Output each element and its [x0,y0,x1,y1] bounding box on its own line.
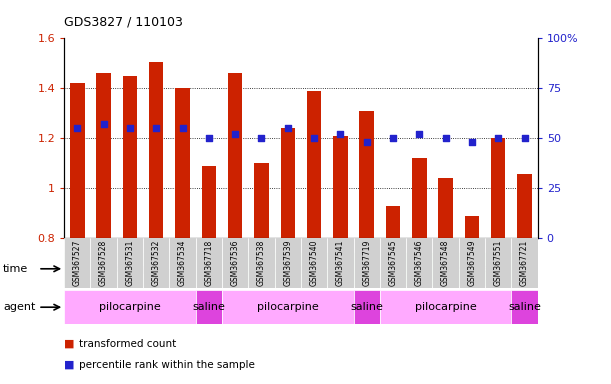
Point [441,135,450,141]
Text: GSM367548: GSM367548 [441,240,450,286]
Bar [465,215,479,238]
Text: 3 days post-SE: 3 days post-SE [102,264,185,274]
Bar [64,290,196,324]
Bar [359,111,374,238]
Bar [327,238,354,288]
Text: saline: saline [508,302,541,312]
Bar [64,238,90,288]
Text: ■: ■ [64,339,75,349]
Bar [117,238,143,288]
Bar [301,238,327,288]
Bar [222,252,380,286]
Point [467,139,477,145]
Point [388,135,398,141]
Text: percentile rank within the sample: percentile rank within the sample [79,360,255,370]
Text: saline: saline [192,302,225,312]
Bar [380,238,406,288]
Bar [274,238,301,288]
Point [125,125,135,131]
Bar [202,166,216,238]
Bar [485,238,511,288]
Point [204,135,214,141]
Text: GSM367536: GSM367536 [230,240,240,286]
Text: GSM367545: GSM367545 [389,240,398,286]
Point [73,125,82,131]
Bar [459,238,485,288]
Bar [433,238,459,288]
Bar [380,252,538,286]
Bar [518,174,532,238]
Bar [354,238,380,288]
Text: ■: ■ [64,360,75,370]
Bar [123,76,137,238]
Bar [491,138,505,238]
Bar [90,238,117,288]
Text: GSM367538: GSM367538 [257,240,266,286]
Bar [380,290,511,324]
Text: GSM367546: GSM367546 [415,240,424,286]
Bar [64,252,222,286]
Point [178,125,188,131]
Text: saline: saline [350,302,383,312]
Point [283,125,293,131]
Point [362,139,371,145]
Bar [307,91,321,238]
Text: GSM367541: GSM367541 [336,240,345,286]
Text: GSM367527: GSM367527 [73,240,82,286]
Text: pilocarpine: pilocarpine [415,302,477,312]
Text: time: time [3,264,28,274]
Point [257,135,266,141]
Bar [222,238,248,288]
Bar [196,290,222,324]
Point [414,131,424,137]
Point [152,125,161,131]
Bar [97,73,111,238]
Point [230,131,240,137]
Text: pilocarpine: pilocarpine [257,302,319,312]
Point [309,135,319,141]
Bar [169,238,196,288]
Text: GSM367718: GSM367718 [204,240,213,286]
Text: 7 days post-SE: 7 days post-SE [260,264,342,274]
Bar [438,178,453,238]
Text: GSM367532: GSM367532 [152,240,161,286]
Point [519,135,529,141]
Bar [333,136,348,238]
Bar [143,238,169,288]
Bar [412,158,426,238]
Text: GSM367531: GSM367531 [125,240,134,286]
Bar [228,73,243,238]
Text: agent: agent [3,302,35,312]
Text: GSM367719: GSM367719 [362,240,371,286]
Point [335,131,345,137]
Text: GSM367549: GSM367549 [467,240,477,286]
Bar [511,238,538,288]
Text: GSM367551: GSM367551 [494,240,503,286]
Bar [254,163,269,238]
Bar [175,88,190,238]
Text: GSM367528: GSM367528 [99,240,108,286]
Bar [406,238,433,288]
Text: pilocarpine: pilocarpine [99,302,161,312]
Text: GSM367721: GSM367721 [520,240,529,286]
Text: transformed count: transformed count [79,339,177,349]
Bar [386,205,400,238]
Bar [222,290,354,324]
Bar [149,62,164,238]
Text: GSM367540: GSM367540 [310,240,318,286]
Text: GSM367534: GSM367534 [178,240,187,286]
Bar [196,238,222,288]
Point [493,135,503,141]
Text: immediate: immediate [429,264,489,274]
Bar [354,290,380,324]
Bar [248,238,274,288]
Point [99,121,109,127]
Text: GSM367539: GSM367539 [284,240,292,286]
Bar [511,290,538,324]
Bar [280,128,295,238]
Text: GDS3827 / 110103: GDS3827 / 110103 [64,15,183,28]
Bar [70,83,84,238]
